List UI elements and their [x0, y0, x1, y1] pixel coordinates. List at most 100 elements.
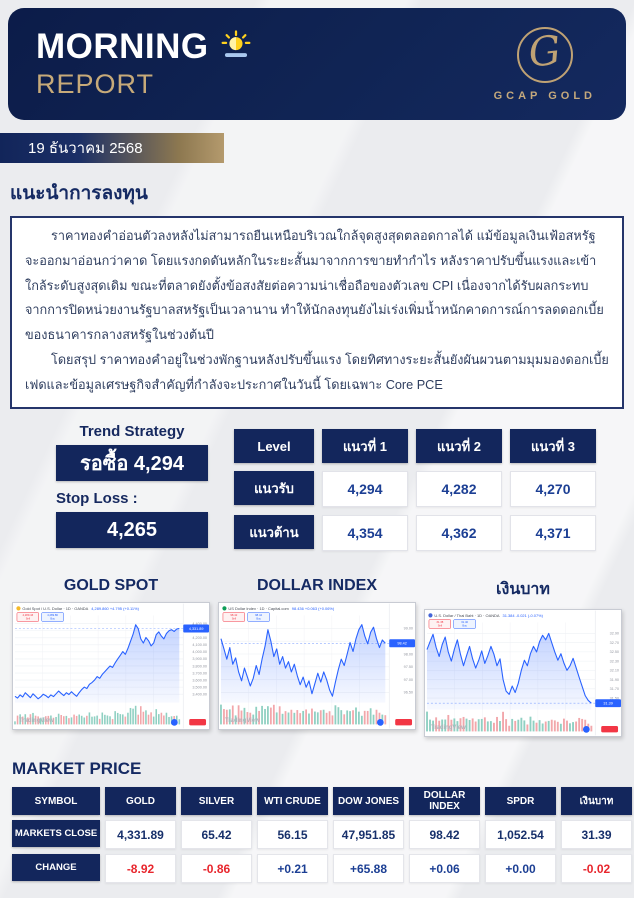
market-price-title: MARKET PRICE — [12, 759, 142, 779]
svg-text:32.10: 32.10 — [610, 669, 619, 673]
svg-text:98.00: 98.00 — [404, 653, 413, 657]
svg-text:31.50: 31.50 — [610, 697, 619, 701]
change-baht: -0.02 — [561, 854, 632, 884]
change-silver: -0.86 — [181, 854, 252, 884]
markets-close-row-label: MARKETS CLOSE — [12, 820, 100, 848]
buy-signal-box: รอซื้อ 4,294 — [56, 445, 208, 482]
svg-text:Sell: Sell — [232, 617, 237, 621]
market-header-gold: GOLD — [105, 787, 176, 816]
resistance-row-label: แนวต้าน — [234, 515, 314, 550]
gold-spot-title: GOLD SPOT — [63, 577, 159, 595]
advice-paragraph-1: ราคาทองคำอ่อนตัวลงหลังไม่สามารถยืนเหนือบ… — [25, 229, 604, 343]
change-row-label: CHANGE — [12, 854, 100, 882]
svg-text:4,200.00: 4,200.00 — [192, 636, 207, 640]
trend-strategy-title: Trend Strategy — [79, 423, 185, 441]
svg-text:3,700.00: 3,700.00 — [192, 672, 207, 676]
svg-text:TradingView: TradingView — [19, 718, 54, 724]
svg-text:31.40: 31.40 — [461, 620, 468, 624]
advice-paragraph-2: โดยสรุป ราคาทองคำอยู่ในช่วงพักฐานหลังปรั… — [25, 352, 609, 392]
svg-text:32.90: 32.90 — [610, 632, 619, 636]
svg-text:4,000.00: 4,000.00 — [192, 651, 207, 655]
svg-text:98.42: 98.42 — [397, 642, 406, 646]
logo-text: GCAP GOLD — [493, 89, 596, 102]
thai-baht-column: เงินบาท 32.90 32.70 32.50 32.30 32.10 31.90 31… — [424, 577, 622, 738]
close-dollarindex: 98.42 — [409, 820, 480, 850]
svg-text:US Dollar Index · 1D · Capital: US Dollar Index · 1D · Capital.com 98.436… — [228, 606, 335, 611]
advice-box: ราคาทองคำอ่อนตัวลงหลังไม่สามารถยืนเหนือบ… — [10, 216, 624, 410]
trend-strategy-panel: Trend Strategy รอซื้อ 4,294 Stop Loss : … — [10, 423, 234, 557]
change-spdr: +0.00 — [485, 854, 556, 884]
level-header: Level — [234, 429, 314, 464]
close-dowjones: 47,951.85 — [333, 820, 404, 850]
level-col-1-header: แนวที่ 1 — [322, 429, 408, 464]
thai-baht-chart-thumbnail: 32.90 32.70 32.50 32.30 32.10 31.90 31.70 31.50… — [424, 609, 622, 738]
svg-text:3,600.00: 3,600.00 — [192, 679, 207, 683]
close-wti: 56.15 — [257, 820, 328, 850]
market-price-table: SYMBOL GOLD SILVER WTI CRUDE DOW JONES D… — [12, 787, 632, 884]
svg-text:96.50: 96.50 — [404, 691, 413, 695]
change-wti: +0.21 — [257, 854, 328, 884]
strategy-section: Trend Strategy รอซื้อ 4,294 Stop Loss : … — [10, 423, 624, 557]
svg-text:Sell: Sell — [26, 617, 31, 621]
svg-text:4,331.89: 4,331.89 — [189, 627, 204, 631]
gcap-gold-logo: G GCAP GOLD — [493, 26, 596, 102]
market-header-symbol: SYMBOL — [12, 787, 100, 816]
stop-loss-label: Stop Loss : — [56, 490, 138, 508]
svg-text:4,400.00: 4,400.00 — [192, 622, 207, 626]
svg-text:32.70: 32.70 — [610, 641, 619, 645]
svg-text:98.42: 98.42 — [230, 613, 237, 617]
market-header-spdr: SPDR — [485, 787, 556, 816]
level-table: Level แนวที่ 1 แนวที่ 2 แนวที่ 3 แนวรับ … — [234, 429, 596, 557]
svg-text:98.44: 98.44 — [255, 613, 262, 617]
svg-text:3,400.00: 3,400.00 — [192, 693, 207, 697]
svg-text:32.30: 32.30 — [610, 660, 619, 664]
svg-text:3,800.00: 3,800.00 — [192, 665, 207, 669]
close-spdr: 1,052.54 — [485, 820, 556, 850]
svg-text:Gold Spot / U.S. Dollar · 1D ·: Gold Spot / U.S. Dollar · 1D · OANDA 4,28… — [22, 606, 139, 611]
header-titles: MORNING — [36, 27, 253, 100]
svg-text:31.90: 31.90 — [610, 678, 619, 682]
svg-text:4,289.86: 4,289.86 — [47, 613, 58, 617]
support-row-label: แนวรับ — [234, 471, 314, 506]
svg-text:Buy: Buy — [462, 624, 467, 628]
thai-baht-title: เงินบาท — [496, 581, 550, 599]
level-col-3-header: แนวที่ 3 — [510, 429, 596, 464]
svg-text:31.39: 31.39 — [603, 702, 612, 706]
svg-text:31.70: 31.70 — [610, 687, 619, 691]
support-value-3: 4,270 — [510, 471, 596, 508]
svg-text:32.50: 32.50 — [610, 651, 619, 655]
market-header-dollarindex: DOLLAR INDEX — [409, 787, 480, 816]
market-header-dowjones: DOW JONES — [333, 787, 404, 816]
market-header-baht: เงินบาท — [561, 787, 632, 816]
sunrise-icon — [219, 30, 253, 65]
header-banner: MORNING — [8, 8, 626, 120]
close-baht: 31.39 — [561, 820, 632, 850]
svg-text:Buy: Buy — [256, 617, 261, 621]
svg-text:4,100.00: 4,100.00 — [192, 643, 207, 647]
svg-text:Sell: Sell — [438, 624, 443, 628]
change-gold: -8.92 — [105, 854, 176, 884]
charts-section: GOLD SPOT 4,400.004,300.004,200.004,100.… — [12, 577, 622, 738]
gold-spot-chart-thumbnail: 4,400.004,300.004,200.004,100.004,000.00… — [12, 602, 210, 731]
svg-text:31.38: 31.38 — [436, 620, 443, 624]
svg-text:TradingView: TradingView — [225, 718, 260, 724]
change-dowjones: +65.88 — [333, 854, 404, 884]
gold-spot-column: GOLD SPOT 4,400.004,300.004,200.004,100.… — [12, 577, 210, 737]
svg-text:TradingView: TradingView — [431, 725, 466, 731]
dollar-index-title: DOLLAR INDEX — [257, 577, 377, 595]
page-subtitle: REPORT — [36, 69, 155, 100]
resistance-value-3: 4,371 — [510, 515, 596, 552]
svg-text:3,500.00: 3,500.00 — [192, 686, 207, 690]
resistance-value-2: 4,362 — [416, 515, 502, 552]
support-value-2: 4,282 — [416, 471, 502, 508]
svg-text:U.S. Dollar / Thai Baht · 1D ·: U.S. Dollar / Thai Baht · 1D · OANDA 31.3… — [434, 613, 543, 618]
change-dollarindex: +0.06 — [409, 854, 480, 884]
thai-baht-chart-svg: 32.90 32.70 32.50 32.30 32.10 31.90 31.70 31.50… — [425, 610, 621, 736]
close-silver: 65.42 — [181, 820, 252, 850]
svg-text:97.50: 97.50 — [404, 665, 413, 669]
svg-text:4,289.43: 4,289.43 — [22, 613, 33, 617]
page-title: MORNING — [36, 27, 209, 67]
